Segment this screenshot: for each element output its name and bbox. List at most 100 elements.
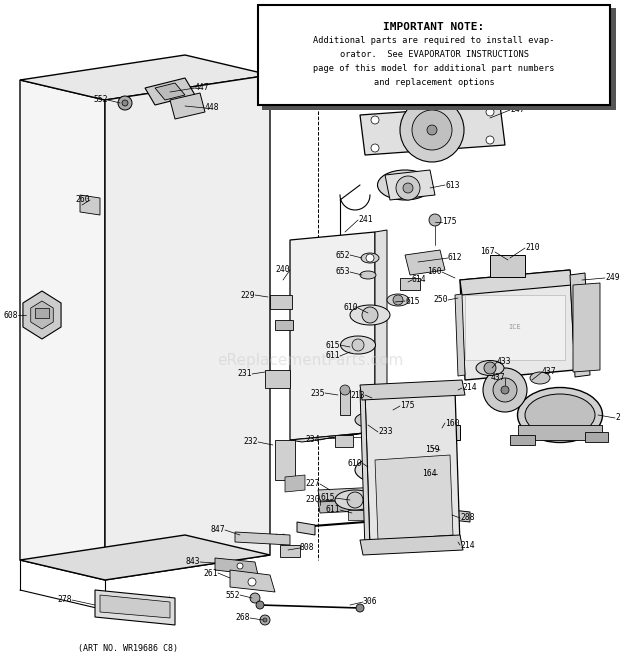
Text: 231: 231 bbox=[237, 369, 252, 379]
Text: 241: 241 bbox=[358, 215, 373, 225]
Circle shape bbox=[256, 601, 264, 609]
Polygon shape bbox=[235, 532, 290, 545]
Text: 433: 433 bbox=[497, 358, 511, 366]
Circle shape bbox=[340, 385, 350, 395]
Text: page of this model for additional part numbers: page of this model for additional part n… bbox=[313, 64, 555, 73]
Bar bbox=[265, 370, 290, 388]
Text: IMPORTANT NOTE:: IMPORTANT NOTE: bbox=[383, 22, 485, 32]
Bar bbox=[340, 390, 350, 415]
Ellipse shape bbox=[355, 412, 385, 428]
Polygon shape bbox=[20, 55, 270, 100]
Circle shape bbox=[260, 615, 270, 625]
Circle shape bbox=[427, 125, 437, 135]
Text: 250: 250 bbox=[433, 295, 448, 305]
Ellipse shape bbox=[350, 305, 390, 325]
Bar bbox=[430, 470, 445, 482]
Text: 160: 160 bbox=[445, 418, 459, 428]
Circle shape bbox=[390, 405, 400, 415]
Polygon shape bbox=[22, 350, 58, 376]
Circle shape bbox=[396, 176, 420, 200]
Text: 235: 235 bbox=[311, 389, 325, 397]
Polygon shape bbox=[460, 270, 572, 295]
Polygon shape bbox=[360, 380, 465, 400]
Polygon shape bbox=[112, 279, 265, 297]
Circle shape bbox=[366, 254, 374, 262]
Circle shape bbox=[362, 307, 378, 323]
Circle shape bbox=[412, 110, 452, 150]
Text: 448: 448 bbox=[205, 104, 219, 112]
Text: 847: 847 bbox=[210, 525, 225, 535]
Polygon shape bbox=[155, 83, 185, 100]
Bar bbox=[270, 295, 292, 309]
Circle shape bbox=[429, 214, 441, 226]
Polygon shape bbox=[518, 425, 602, 440]
Polygon shape bbox=[31, 301, 53, 329]
Circle shape bbox=[493, 378, 517, 402]
Text: 278: 278 bbox=[58, 596, 72, 605]
Circle shape bbox=[118, 96, 132, 110]
Bar bbox=[35, 308, 49, 318]
Bar bbox=[258, 5, 610, 105]
Polygon shape bbox=[95, 590, 175, 625]
Circle shape bbox=[501, 386, 509, 394]
Text: 175: 175 bbox=[442, 217, 456, 227]
Circle shape bbox=[400, 98, 464, 162]
Bar bbox=[348, 510, 364, 520]
Text: 615: 615 bbox=[405, 297, 420, 305]
Ellipse shape bbox=[518, 387, 603, 442]
Circle shape bbox=[393, 295, 403, 305]
Polygon shape bbox=[22, 388, 58, 414]
Text: 227: 227 bbox=[306, 479, 320, 488]
Polygon shape bbox=[22, 464, 58, 490]
Text: and replacement options: and replacement options bbox=[374, 78, 494, 87]
Polygon shape bbox=[22, 274, 58, 300]
Circle shape bbox=[248, 578, 256, 586]
Text: 552: 552 bbox=[94, 95, 108, 104]
Bar bbox=[275, 320, 293, 330]
Text: 260: 260 bbox=[76, 196, 90, 204]
Text: 437: 437 bbox=[490, 373, 505, 383]
Polygon shape bbox=[105, 75, 270, 580]
Polygon shape bbox=[455, 294, 465, 376]
Polygon shape bbox=[112, 327, 265, 345]
Polygon shape bbox=[112, 375, 265, 393]
Text: 843: 843 bbox=[185, 557, 200, 566]
Circle shape bbox=[263, 618, 267, 622]
Circle shape bbox=[237, 563, 243, 569]
Polygon shape bbox=[375, 455, 453, 540]
Text: (ART NO. WR19686 C8): (ART NO. WR19686 C8) bbox=[78, 644, 178, 652]
Polygon shape bbox=[23, 291, 61, 339]
Text: 808: 808 bbox=[300, 543, 314, 553]
Bar bbox=[440, 425, 460, 440]
Text: 213: 213 bbox=[350, 391, 365, 399]
Polygon shape bbox=[405, 250, 445, 275]
Polygon shape bbox=[285, 475, 305, 492]
Ellipse shape bbox=[525, 394, 595, 436]
Polygon shape bbox=[112, 423, 265, 441]
Text: 615: 615 bbox=[326, 340, 340, 350]
Polygon shape bbox=[297, 522, 315, 535]
Polygon shape bbox=[112, 231, 265, 249]
Circle shape bbox=[122, 100, 128, 106]
Polygon shape bbox=[215, 558, 258, 575]
Polygon shape bbox=[100, 595, 170, 618]
Text: 233: 233 bbox=[378, 428, 392, 436]
Polygon shape bbox=[570, 273, 590, 377]
Polygon shape bbox=[452, 510, 470, 522]
Text: 614: 614 bbox=[412, 276, 427, 284]
Text: 175: 175 bbox=[400, 401, 415, 410]
Polygon shape bbox=[290, 232, 375, 440]
Text: 230: 230 bbox=[306, 494, 320, 504]
Polygon shape bbox=[22, 160, 58, 186]
Polygon shape bbox=[112, 471, 265, 489]
Text: 652: 652 bbox=[335, 251, 350, 260]
Polygon shape bbox=[573, 283, 600, 372]
Text: 214: 214 bbox=[462, 383, 477, 393]
Polygon shape bbox=[170, 93, 205, 119]
Polygon shape bbox=[22, 122, 58, 148]
Text: 240: 240 bbox=[275, 266, 290, 274]
Polygon shape bbox=[290, 430, 387, 442]
Text: 160: 160 bbox=[427, 268, 442, 276]
Text: 615: 615 bbox=[321, 494, 335, 502]
Circle shape bbox=[403, 183, 413, 193]
